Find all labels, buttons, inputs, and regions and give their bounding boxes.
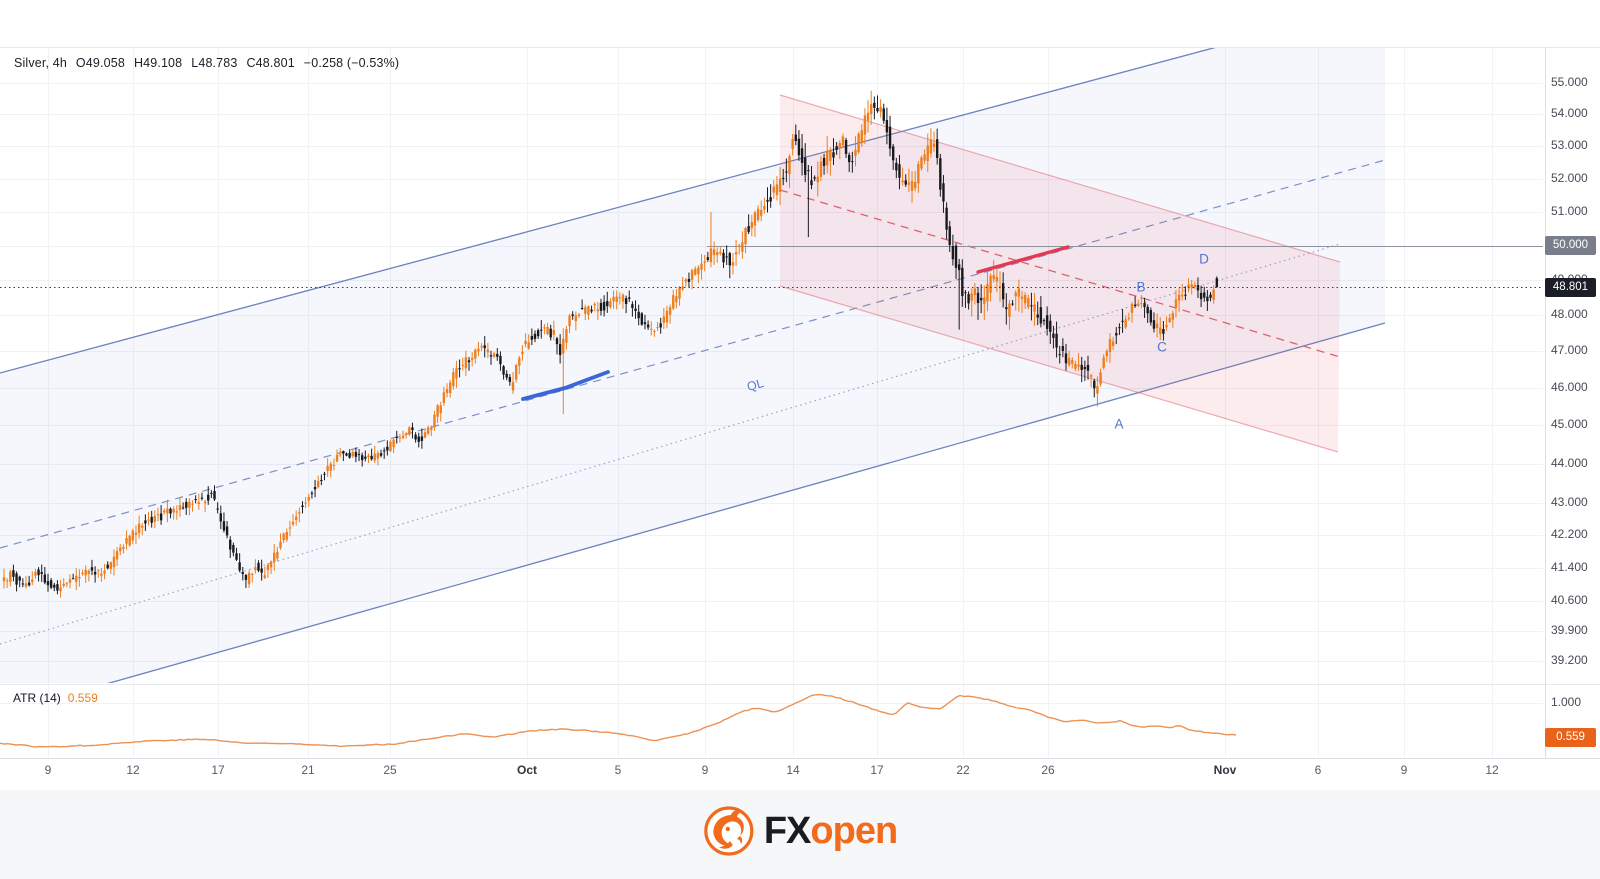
pattern-letter-a[interactable]: A [1114,416,1124,432]
chart-canvas[interactable] [0,0,1543,758]
price-tick-label: 42.200 [1551,527,1588,542]
time-tick-label: 12 [1485,763,1499,777]
pattern-letter-b[interactable]: B [1136,279,1146,295]
price-axis-border [1545,47,1546,758]
price-tick-label: 55.000 [1551,75,1588,89]
time-axis-border [0,758,1600,759]
price-tick-label: 39.200 [1551,653,1588,667]
atr-indicator-line [0,693,1237,748]
time-tick-label: 9 [1400,763,1408,777]
ohlc-low: L48.783 [191,56,238,70]
fxopen-logo[interactable]: FXopen [703,805,898,857]
price-tick-label: 46.000 [1551,379,1588,394]
price-tick-label: 53.000 [1551,138,1588,153]
descending-channel-drawing[interactable] [779,94,1341,453]
chart-top-border [0,47,1600,48]
time-tick-month-label: Nov [1213,763,1237,777]
price-tick-label: 44.000 [1551,455,1588,470]
trend-segments[interactable] [521,245,1070,401]
time-tick-label: 9 [44,763,52,777]
price-tick-label: 47.000 [1551,343,1588,358]
symbol-ohlc-title[interactable]: Silver, 4h O49.058 H49.108 L48.783 C48.8… [14,56,399,70]
time-tick-label: 17 [211,763,225,777]
level-price-badge: 50.000 [1545,236,1596,256]
price-tick-label: 52.000 [1551,170,1588,185]
time-tick-label: 21 [301,763,315,777]
time-tick-label: 5 [614,763,622,777]
time-tick-label: 25 [383,763,397,777]
price-tick-label: 40.600 [1551,593,1588,608]
time-tick-month-label: Oct [516,763,538,777]
ohlc-close: C48.801 [246,56,295,70]
time-tick-label: 17 [870,763,884,777]
ohlc-high: H49.108 [133,56,183,70]
time-tick-label: 12 [126,763,140,777]
symbol-name[interactable]: Silver, 4h [14,56,67,70]
pane-divider[interactable] [0,684,1600,685]
pattern-letter-c[interactable]: C [1157,339,1167,355]
logo-text-open: open [810,810,898,852]
candlestick-series [2,90,1219,598]
price-tick-label: 43.000 [1551,495,1588,510]
atr-tick-label: 1.000 [1551,695,1582,709]
time-tick-label: 9 [701,763,709,777]
ohlc-open: O49.058 [75,56,125,70]
grid-lines [0,48,1543,757]
last-price-badge: 48.801 [1545,277,1596,297]
price-tick-label: 41.400 [1551,559,1588,574]
indicator-title[interactable]: ATR (14) 0.559 [13,691,98,705]
time-tick-label: 14 [786,763,800,777]
logo-text-fx: FX [763,810,812,852]
price-tick-label: 51.000 [1551,203,1588,218]
price-tick-label: 54.000 [1551,106,1588,121]
indicator-name[interactable]: ATR (14) [13,691,61,705]
footer-strip [0,790,1600,879]
pattern-letter-d[interactable]: D [1199,251,1209,267]
time-tick-label: 6 [1314,763,1322,777]
time-tick-label: 26 [1041,763,1055,777]
price-tick-label: 48.000 [1551,307,1588,322]
price-tick-label: 39.900 [1551,622,1588,637]
fxopen-emblem-icon [704,806,754,856]
ascending-channel-drawing[interactable] [0,2,1386,690]
ohlc-change: −0.258 (−0.53%) [303,56,400,70]
price-tick-label: 45.000 [1551,417,1588,432]
time-tick-label: 22 [956,763,970,777]
atr-value-badge: 0.559 [1545,727,1596,747]
indicator-value: 0.559 [67,691,98,705]
